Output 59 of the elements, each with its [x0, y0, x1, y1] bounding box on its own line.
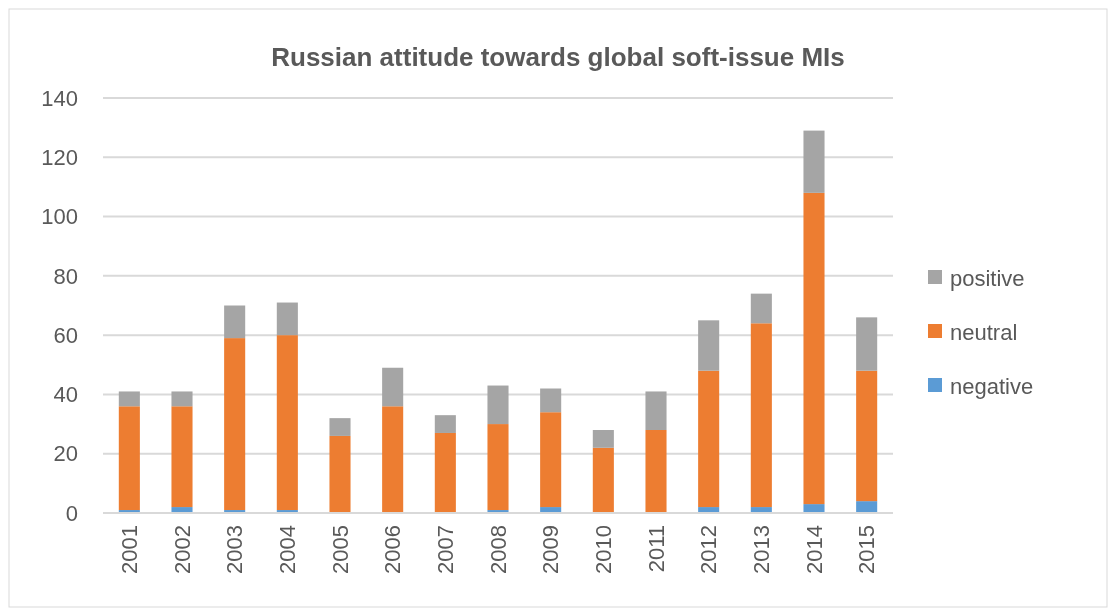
bar: [592, 447, 614, 513]
x-tick-label: 2005: [327, 525, 353, 574]
bar: [329, 435, 351, 513]
bar: [171, 406, 193, 508]
legend-label: neutral: [950, 319, 1018, 345]
y-tick-label: 20: [53, 441, 78, 467]
bar: [540, 412, 562, 508]
legend-label: negative: [950, 373, 1034, 399]
bar: [382, 406, 404, 513]
bar: [118, 406, 140, 511]
x-tick-label: 2003: [222, 525, 248, 574]
bar: [592, 430, 614, 448]
bar: [540, 388, 562, 413]
x-tick-label: 2013: [749, 525, 775, 574]
chart-title: Russian attitude towards global soft-issue MIs: [271, 42, 845, 72]
bar: [698, 370, 720, 508]
x-tick-label: 2007: [433, 525, 459, 574]
bar: [750, 293, 772, 324]
x-tick-label: 2015: [854, 525, 880, 574]
bar: [750, 323, 772, 508]
bar: [329, 418, 351, 436]
bar: [645, 391, 667, 430]
x-tick-label: 2001: [117, 525, 143, 574]
x-tick-label: 2004: [275, 525, 301, 574]
x-tick-label: 2008: [485, 525, 511, 574]
bar: [856, 501, 878, 513]
legend-label: positive: [950, 265, 1025, 291]
y-tick-label: 40: [53, 382, 78, 408]
bar: [803, 192, 825, 505]
bar: [645, 430, 667, 513]
bar: [856, 317, 878, 371]
bar: [698, 320, 720, 371]
y-tick-label: 80: [53, 263, 78, 289]
bar: [276, 302, 298, 336]
bar: [487, 385, 509, 425]
y-tick-label: 0: [65, 500, 78, 526]
bar: [171, 391, 193, 407]
bar: [382, 367, 404, 407]
y-tick-label: 60: [53, 322, 78, 348]
x-tick-label: 2010: [591, 525, 617, 574]
bar: [224, 338, 246, 511]
x-tick-label: 2009: [538, 525, 564, 574]
x-tick-label: 2011: [643, 525, 669, 573]
x-tick-label: 2014: [801, 525, 827, 574]
x-tick-label: 2002: [169, 525, 195, 574]
bar: [434, 432, 456, 513]
bar: [118, 391, 140, 407]
bar: [276, 335, 298, 511]
bar: [434, 415, 456, 433]
y-tick-label: 120: [41, 144, 78, 170]
bar: [803, 130, 825, 193]
bar: [856, 370, 878, 502]
y-tick-label: 140: [41, 85, 78, 111]
bar: [224, 305, 246, 339]
x-tick-label: 2012: [696, 525, 722, 574]
y-tick-label: 100: [41, 204, 78, 230]
x-tick-label: 2006: [380, 525, 406, 574]
bar: [803, 504, 825, 513]
bar: [487, 424, 509, 511]
